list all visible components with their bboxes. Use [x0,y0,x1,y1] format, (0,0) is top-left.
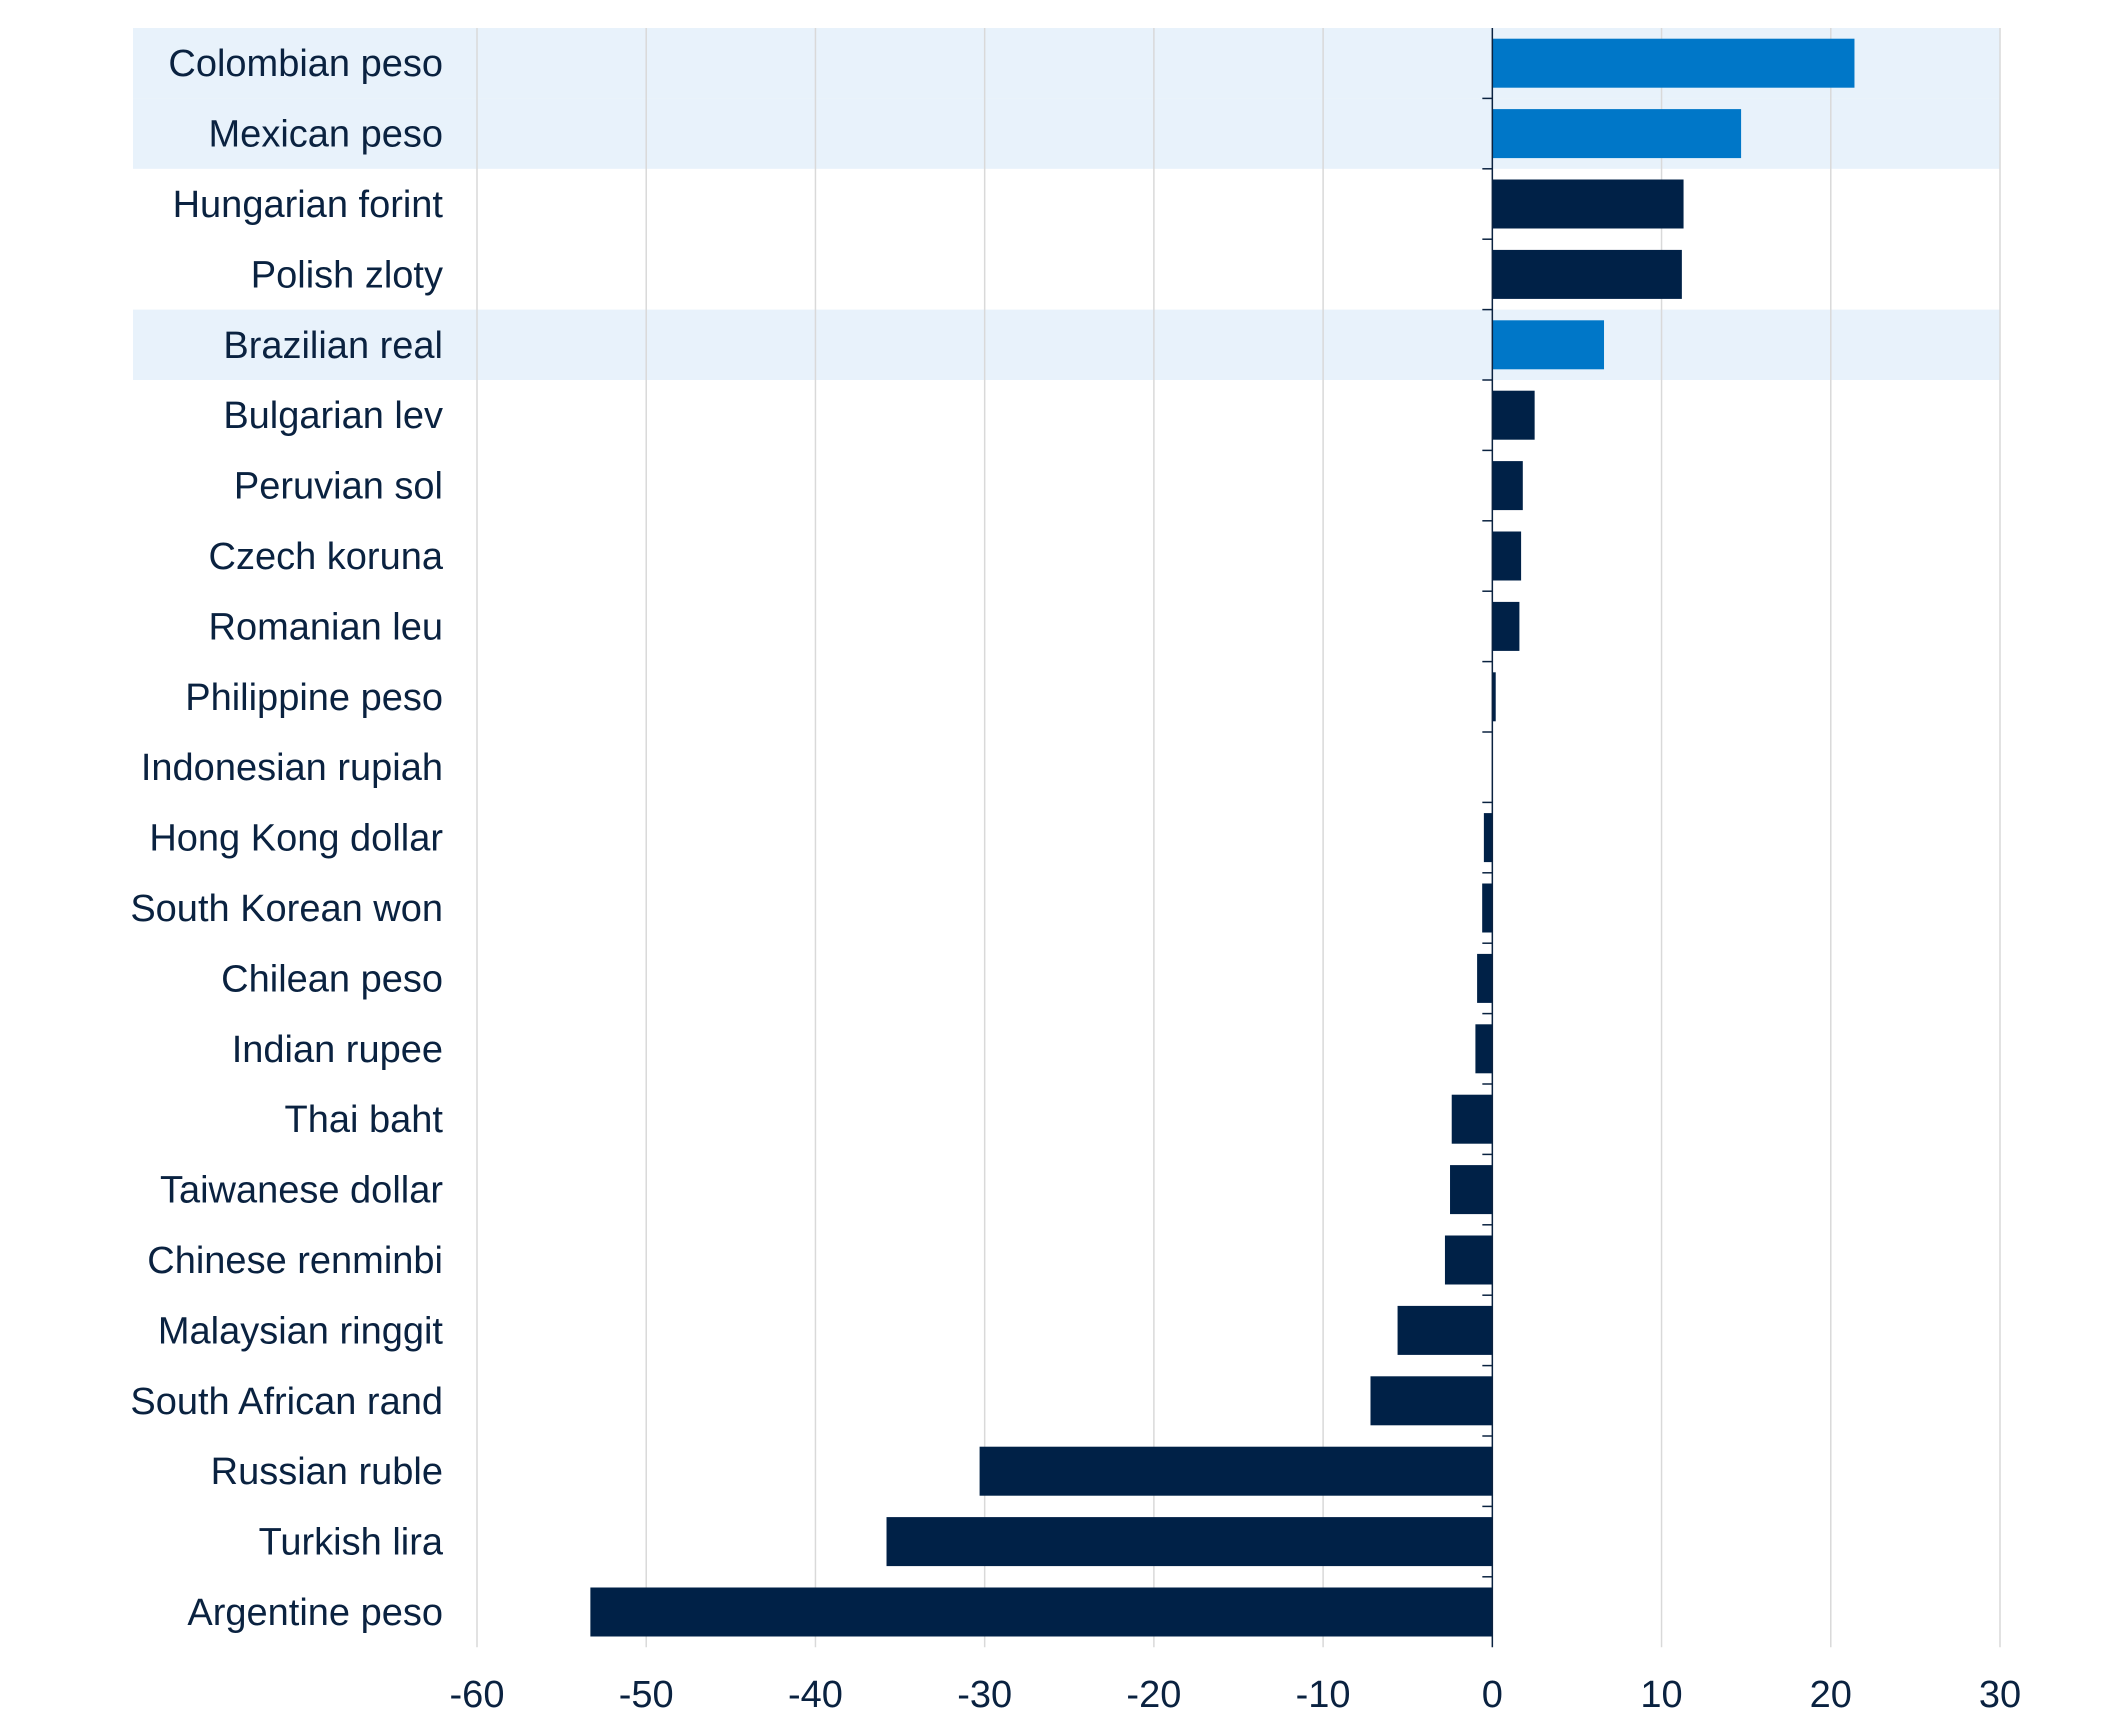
bar-hong-kong-dollar [1483,813,1493,863]
category-label-turkish-lira: Turkish lira [259,1522,444,1564]
highlight-band-brazilian-real [133,309,2000,380]
x-tick-label: 20 [1810,1674,1852,1716]
bar-polish-zloty [1492,249,1682,299]
bar-taiwanese-dollar [1450,1165,1493,1215]
category-label-bulgarian-lev: Bulgarian lev [223,395,443,437]
bar-hungarian-forint [1492,179,1684,229]
category-label-thai-baht: Thai baht [285,1099,444,1141]
bar-chilean-peso [1477,953,1493,1003]
bar-argentine-peso [590,1587,1493,1637]
x-tick-labels: -60 -50 -40 -30 -20 -10 0 10 20 30 [450,1674,2022,1716]
category-label-malaysian-ringgit: Malaysian ringgit [158,1310,444,1352]
bar-czech-koruna [1492,531,1522,581]
category-labels: Colombian peso Mexican peso Hungarian fori… [130,43,444,1634]
category-label-chinese-renminbi: Chinese renminbi [147,1240,443,1282]
category-label-taiwanese-dollar: Taiwanese dollar [160,1170,443,1212]
category-label-russian-ruble: Russian ruble [211,1451,443,1493]
x-tick-label: -20 [1126,1674,1181,1716]
bar-brazilian-real [1492,320,1605,370]
category-label-indian-rupee: Indian rupee [232,1029,443,1071]
gridlines [476,28,2001,1648]
x-tick-label: 0 [1482,1674,1503,1716]
bar-philippine-peso [1492,672,1496,722]
x-tick-label: -60 [450,1674,505,1716]
bar-bulgarian-lev [1492,390,1535,440]
bar-russian-ruble [979,1446,1493,1496]
bar-south-african-rand [1370,1376,1493,1426]
x-tick-label: 30 [1979,1674,2021,1716]
bar-colombian-peso [1492,38,1855,88]
category-label-south-korean-won: South Korean won [130,888,443,930]
bar-south-korean-won [1482,883,1493,933]
x-tick-label: 10 [1640,1674,1682,1716]
category-label-romanian-leu: Romanian leu [209,606,443,648]
bar-mexican-peso [1492,109,1742,159]
category-label-argentine-peso: Argentine peso [187,1592,443,1634]
zero-axis [1482,28,1494,1648]
category-label-chilean-peso: Chilean peso [221,958,443,1000]
bars [590,38,1855,1637]
x-tick-label: -40 [788,1674,843,1716]
category-label-hungarian-forint: Hungarian forint [173,184,444,226]
category-label-hong-kong-dollar: Hong Kong dollar [149,818,443,860]
category-label-brazilian-real: Brazilian real [223,325,443,367]
category-label-philippine-peso: Philippine peso [185,677,443,719]
category-label-colombian-peso: Colombian peso [168,43,443,85]
bar-romanian-leu [1492,601,1520,651]
category-label-peruvian-sol: Peruvian sol [234,466,443,508]
category-label-polish-zloty: Polish zloty [251,254,443,296]
bar-thai-baht [1451,1094,1493,1144]
bar-peruvian-sol [1492,461,1523,511]
x-tick-label: -10 [1296,1674,1351,1716]
category-label-mexican-peso: Mexican peso [209,114,443,156]
category-label-south-african-rand: South African rand [130,1381,443,1423]
bar-indian-rupee [1475,1024,1493,1074]
category-label-czech-koruna: Czech koruna [209,536,444,578]
category-label-indonesian-rupiah: Indonesian rupiah [141,747,443,789]
bar-malaysian-ringgit [1397,1305,1493,1355]
bar-turkish-lira [886,1517,1493,1567]
x-tick-label: -30 [957,1674,1012,1716]
bar-chinese-renminbi [1444,1235,1493,1285]
x-tick-label: -50 [619,1674,674,1716]
